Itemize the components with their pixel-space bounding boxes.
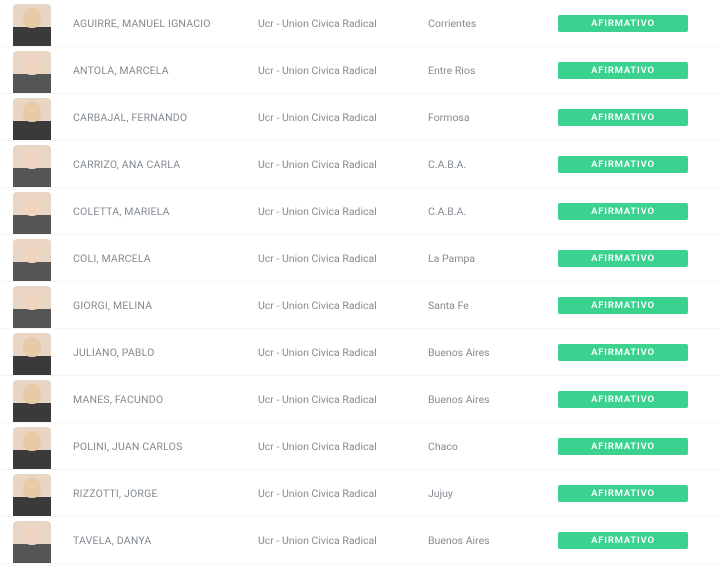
legislator-name: RIZZOTTI, JORGE (63, 487, 258, 500)
region-name: Corrientes (428, 17, 558, 30)
table-row: ANTOLA, MARCELAUcr - Union Civica Radica… (0, 47, 720, 94)
vote-badge: AFIRMATIVO (558, 203, 688, 220)
avatar-cell (0, 141, 63, 187)
table-row: COLETTA, MARIELAUcr - Union Civica Radic… (0, 188, 720, 235)
legislator-name: COLI, MARCELA (63, 252, 258, 265)
avatar (13, 333, 51, 375)
vote-badge: AFIRMATIVO (558, 156, 688, 173)
party-name: Ucr - Union Civica Radical (258, 299, 428, 312)
region-name: Santa Fe (428, 299, 558, 312)
party-name: Ucr - Union Civica Radical (258, 393, 428, 406)
avatar-cell (0, 423, 63, 469)
legislator-name: JULIANO, PABLO (63, 346, 258, 359)
party-name: Ucr - Union Civica Radical (258, 534, 428, 547)
vote-badge: AFIRMATIVO (558, 438, 688, 455)
vote-badge: AFIRMATIVO (558, 297, 688, 314)
vote-badge: AFIRMATIVO (558, 15, 688, 32)
legislator-name: AGUIRRE, MANUEL IGNACIO (63, 17, 258, 30)
vote-cell: AFIRMATIVO (558, 250, 708, 267)
vote-badge: AFIRMATIVO (558, 250, 688, 267)
legislator-name: GIORGI, MELINA (63, 299, 258, 312)
table-row: TAVELA, DANYAUcr - Union Civica RadicalB… (0, 517, 720, 564)
table-row: RIZZOTTI, JORGEUcr - Union Civica Radica… (0, 470, 720, 517)
vote-cell: AFIRMATIVO (558, 485, 708, 502)
party-name: Ucr - Union Civica Radical (258, 440, 428, 453)
vote-badge: AFIRMATIVO (558, 62, 688, 79)
party-name: Ucr - Union Civica Radical (258, 346, 428, 359)
avatar-cell (0, 47, 63, 93)
legislator-name: MANES, FACUNDO (63, 393, 258, 406)
avatar-cell (0, 0, 63, 46)
vote-cell: AFIRMATIVO (558, 203, 708, 220)
table-row: AGUIRRE, MANUEL IGNACIOUcr - Union Civic… (0, 0, 720, 47)
avatar-cell (0, 188, 63, 234)
vote-cell: AFIRMATIVO (558, 156, 708, 173)
region-name: La Pampa (428, 252, 558, 265)
table-row: CARBAJAL, FERNANDOUcr - Union Civica Rad… (0, 94, 720, 141)
legislator-name: ANTOLA, MARCELA (63, 64, 258, 77)
party-name: Ucr - Union Civica Radical (258, 252, 428, 265)
table-row: COLI, MARCELAUcr - Union Civica RadicalL… (0, 235, 720, 282)
avatar-cell (0, 282, 63, 328)
vote-cell: AFIRMATIVO (558, 297, 708, 314)
avatar (13, 427, 51, 469)
region-name: C.A.B.A. (428, 158, 558, 171)
legislator-name: CARRIZO, ANA CARLA (63, 158, 258, 171)
legislator-name: TAVELA, DANYA (63, 534, 258, 547)
avatar (13, 380, 51, 422)
vote-cell: AFIRMATIVO (558, 62, 708, 79)
avatar (13, 98, 51, 140)
vote-cell: AFIRMATIVO (558, 15, 708, 32)
avatar-cell (0, 470, 63, 516)
vote-cell: AFIRMATIVO (558, 391, 708, 408)
avatar-cell (0, 235, 63, 281)
table-row: CARRIZO, ANA CARLAUcr - Union Civica Rad… (0, 141, 720, 188)
avatar (13, 51, 51, 93)
vote-badge: AFIRMATIVO (558, 532, 688, 549)
avatar (13, 192, 51, 234)
avatar (13, 239, 51, 281)
vote-cell: AFIRMATIVO (558, 532, 708, 549)
region-name: C.A.B.A. (428, 205, 558, 218)
vote-badge: AFIRMATIVO (558, 109, 688, 126)
vote-cell: AFIRMATIVO (558, 109, 708, 126)
voting-table: AGUIRRE, MANUEL IGNACIOUcr - Union Civic… (0, 0, 720, 564)
vote-cell: AFIRMATIVO (558, 438, 708, 455)
region-name: Buenos Aires (428, 393, 558, 406)
party-name: Ucr - Union Civica Radical (258, 17, 428, 30)
region-name: Buenos Aires (428, 534, 558, 547)
vote-badge: AFIRMATIVO (558, 391, 688, 408)
party-name: Ucr - Union Civica Radical (258, 487, 428, 500)
party-name: Ucr - Union Civica Radical (258, 158, 428, 171)
table-row: MANES, FACUNDOUcr - Union Civica Radical… (0, 376, 720, 423)
party-name: Ucr - Union Civica Radical (258, 205, 428, 218)
vote-cell: AFIRMATIVO (558, 344, 708, 361)
table-row: POLINI, JUAN CARLOSUcr - Union Civica Ra… (0, 423, 720, 470)
region-name: Entre Rios (428, 64, 558, 77)
avatar (13, 145, 51, 187)
party-name: Ucr - Union Civica Radical (258, 111, 428, 124)
avatar (13, 286, 51, 328)
legislator-name: POLINI, JUAN CARLOS (63, 440, 258, 453)
table-row: GIORGI, MELINAUcr - Union Civica Radical… (0, 282, 720, 329)
region-name: Buenos Aires (428, 346, 558, 359)
avatar-cell (0, 94, 63, 140)
party-name: Ucr - Union Civica Radical (258, 64, 428, 77)
region-name: Formosa (428, 111, 558, 124)
vote-badge: AFIRMATIVO (558, 485, 688, 502)
avatar (13, 4, 51, 46)
legislator-name: CARBAJAL, FERNANDO (63, 111, 258, 124)
table-row: JULIANO, PABLOUcr - Union Civica Radical… (0, 329, 720, 376)
avatar-cell (0, 329, 63, 375)
avatar-cell (0, 376, 63, 422)
legislator-name: COLETTA, MARIELA (63, 205, 258, 218)
avatar-cell (0, 517, 63, 563)
region-name: Chaco (428, 440, 558, 453)
vote-badge: AFIRMATIVO (558, 344, 688, 361)
avatar (13, 521, 51, 563)
region-name: Jujuy (428, 487, 558, 500)
avatar (13, 474, 51, 516)
